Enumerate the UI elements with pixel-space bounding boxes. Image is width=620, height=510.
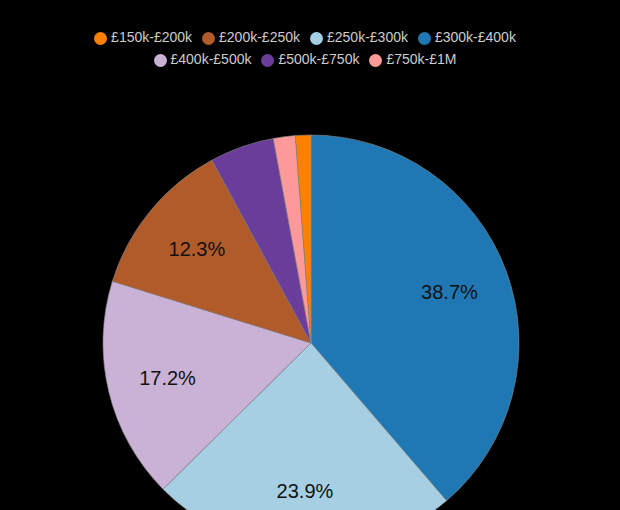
html-text:£200k-£250k: £200k-£250k	[219, 29, 300, 45]
html-text:£750k-£1M: £750k-£1M	[386, 51, 457, 67]
html-text:£400k-£500k: £400k-£500k	[170, 51, 252, 67]
html-text:£300k-£400k: £300k-£400k	[435, 29, 516, 45]
svg-text:23.9%: 23.9%	[277, 480, 334, 502]
svg-text:12.3%: 12.3%	[169, 238, 226, 260]
html-text:£500k-£750k: £500k-£750k	[278, 51, 360, 67]
html-text:£250k-£300k: £250k-£300k	[327, 29, 408, 45]
html-text:£150k-£200k: £150k-£200k	[111, 29, 192, 45]
svg-text:17.2%: 17.2%	[139, 367, 196, 389]
svg-text:38.7%: 38.7%	[421, 281, 478, 303]
